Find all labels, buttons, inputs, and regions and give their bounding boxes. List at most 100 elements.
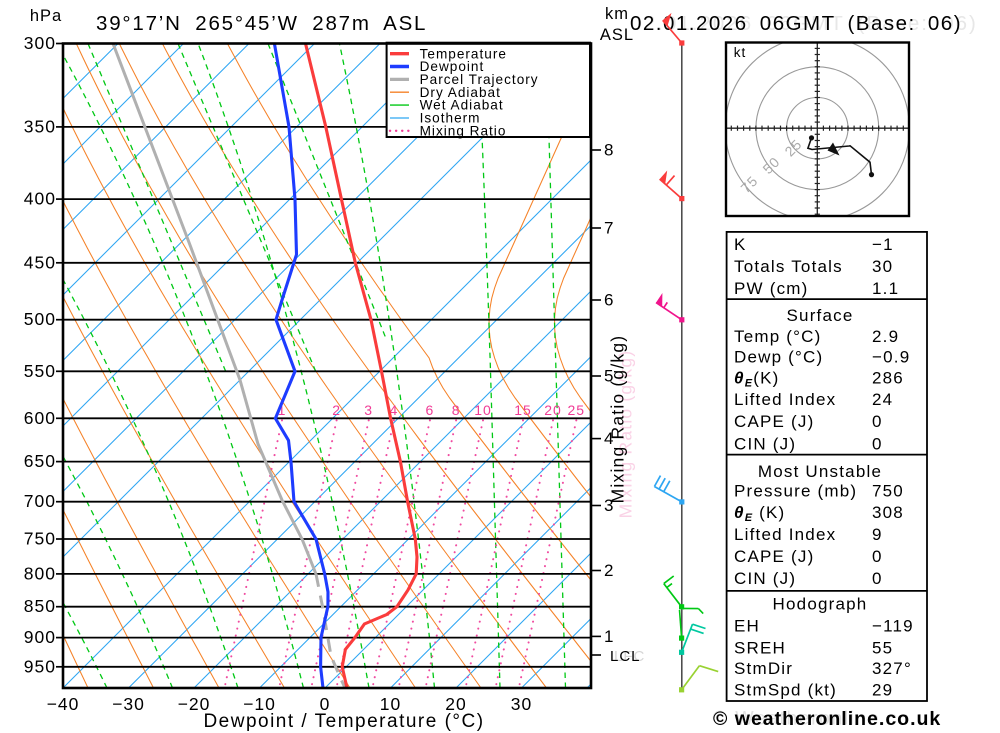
- svg-text:400: 400: [24, 189, 56, 209]
- svg-text:1.1: 1.1: [872, 279, 899, 298]
- svg-text:ASL: ASL: [600, 26, 634, 44]
- svg-text:LFC: LFC: [614, 648, 645, 665]
- svg-text:−40: −40: [47, 694, 80, 714]
- svg-text:55: 55: [872, 639, 893, 658]
- svg-text:Temperature: Temperature: [420, 46, 507, 61]
- svg-text:10: 10: [380, 694, 401, 714]
- svg-text:3: 3: [604, 496, 614, 515]
- svg-text:Dewp (°C): Dewp (°C): [734, 347, 823, 366]
- svg-text:Surface: Surface: [787, 306, 854, 325]
- svg-text:0: 0: [872, 412, 883, 431]
- svg-text:StmSpd (kt): StmSpd (kt): [734, 680, 837, 699]
- svg-text:0: 0: [872, 434, 883, 453]
- svg-text:hPa: hPa: [30, 7, 62, 25]
- svg-text:39°17’N 265°45’W 287m ASL: 39°17’N 265°45’W 287m ASL: [96, 12, 427, 35]
- svg-text:−1: −1: [872, 235, 894, 254]
- svg-text:Dewpoint / Temperature (°C): Dewpoint / Temperature (°C): [203, 711, 484, 732]
- svg-text:550: 550: [24, 361, 56, 381]
- svg-text:Wet Adiabat: Wet Adiabat: [420, 98, 504, 113]
- svg-text:950: 950: [24, 656, 56, 676]
- svg-text:−20: −20: [178, 694, 211, 714]
- svg-text:5: 5: [604, 367, 614, 386]
- svg-text:4: 4: [390, 402, 399, 418]
- svg-text:EH: EH: [734, 617, 760, 636]
- svg-text:CIN (J): CIN (J): [734, 569, 796, 588]
- svg-text:0: 0: [320, 694, 331, 714]
- svg-text:Hodograph: Hodograph: [773, 595, 868, 614]
- svg-text:900: 900: [24, 627, 56, 647]
- svg-text:© Weatheronline.co.uk: © Weatheronline.co.uk: [713, 708, 942, 730]
- svg-text:20: 20: [544, 402, 562, 418]
- svg-text:24: 24: [872, 390, 893, 409]
- svg-text:350: 350: [24, 116, 56, 136]
- svg-text:StmDir: StmDir: [734, 659, 793, 678]
- svg-text:15: 15: [514, 402, 532, 418]
- svg-text:02.01.2026 06GMT (Base: 06): 02.01.2026 06GMT (Base: 06): [631, 12, 978, 35]
- svg-text:3: 3: [364, 402, 373, 418]
- svg-text:700: 700: [24, 491, 56, 511]
- svg-text:30: 30: [872, 257, 893, 276]
- svg-text:7: 7: [604, 219, 614, 238]
- svg-text:Dewpoint: Dewpoint: [420, 59, 485, 74]
- svg-text:800: 800: [24, 563, 56, 583]
- svg-text:Mixing Ratio (g/kg): Mixing Ratio (g/kg): [616, 350, 636, 519]
- svg-text:SREH: SREH: [734, 639, 786, 658]
- svg-text:8: 8: [604, 141, 614, 160]
- svg-text:Isotherm: Isotherm: [420, 111, 481, 126]
- svg-text:4: 4: [604, 429, 614, 448]
- svg-text:750: 750: [872, 482, 904, 501]
- svg-text:CIN (J): CIN (J): [734, 434, 796, 453]
- svg-text:02.01.2026 06GMT (Base: 06): 02.01.2026 06GMT (Base: 06): [630, 12, 962, 35]
- svg-text:0: 0: [872, 569, 883, 588]
- svg-text:300: 300: [24, 33, 56, 53]
- svg-text:2.9: 2.9: [872, 327, 899, 346]
- svg-text:750: 750: [24, 529, 56, 549]
- svg-text:10: 10: [474, 402, 492, 418]
- svg-text:286: 286: [872, 369, 904, 388]
- svg-text:600: 600: [24, 408, 56, 428]
- svg-text:−30: −30: [112, 694, 145, 714]
- svg-text:−119: −119: [872, 617, 914, 636]
- svg-text:CAPE (J): CAPE (J): [734, 412, 814, 431]
- svg-text:850: 850: [24, 596, 56, 616]
- svg-text:Pressure (mb): Pressure (mb): [734, 482, 857, 501]
- svg-text:20: 20: [445, 694, 466, 714]
- svg-text:450: 450: [24, 252, 56, 272]
- svg-text:327°: 327°: [872, 659, 912, 678]
- svg-text:Lifted Index: Lifted Index: [734, 390, 836, 409]
- svg-text:Most Unstable: Most Unstable: [758, 462, 882, 481]
- svg-text:θE (K): θE (K): [734, 503, 785, 524]
- svg-text:kt: kt: [734, 45, 747, 60]
- svg-text:km: km: [605, 5, 629, 23]
- svg-text:LCL: LCL: [610, 648, 641, 665]
- svg-text:650: 650: [24, 451, 56, 471]
- svg-text:25: 25: [568, 402, 586, 418]
- svg-text:2: 2: [604, 561, 614, 580]
- svg-text:PW (cm): PW (cm): [734, 279, 809, 298]
- svg-text:Parcel Trajectory: Parcel Trajectory: [420, 72, 539, 87]
- svg-text:Lifted Index: Lifted Index: [734, 525, 836, 544]
- svg-text:−10: −10: [243, 694, 276, 714]
- svg-text:Mixing Ratio (g/kg): Mixing Ratio (g/kg): [608, 335, 628, 504]
- svg-text:0: 0: [872, 547, 883, 566]
- svg-text:6: 6: [604, 291, 614, 310]
- svg-text:K: K: [734, 235, 747, 254]
- svg-text:CAPE (J): CAPE (J): [734, 547, 814, 566]
- svg-text:Temp (°C): Temp (°C): [734, 327, 822, 346]
- svg-text:−0.9: −0.9: [872, 347, 910, 366]
- svg-text:Dry Adiabat: Dry Adiabat: [420, 85, 501, 100]
- svg-text:© weatheronline.co.uk: © weatheronline.co.uk: [713, 708, 941, 730]
- svg-text:1: 1: [604, 627, 614, 646]
- svg-text:Mixing Ratio: Mixing Ratio: [420, 123, 507, 138]
- svg-text:308: 308: [872, 503, 904, 522]
- svg-text:1: 1: [278, 402, 287, 418]
- svg-text:9: 9: [872, 525, 883, 544]
- svg-text:29: 29: [872, 680, 893, 699]
- svg-text:Totals Totals: Totals Totals: [734, 257, 843, 276]
- svg-text:2: 2: [332, 402, 341, 418]
- svg-text:8: 8: [452, 402, 461, 418]
- svg-text:30: 30: [511, 694, 532, 714]
- svg-text:6: 6: [426, 402, 435, 418]
- svg-text:500: 500: [24, 309, 56, 329]
- svg-text:θE(K): θE(K): [734, 369, 780, 390]
